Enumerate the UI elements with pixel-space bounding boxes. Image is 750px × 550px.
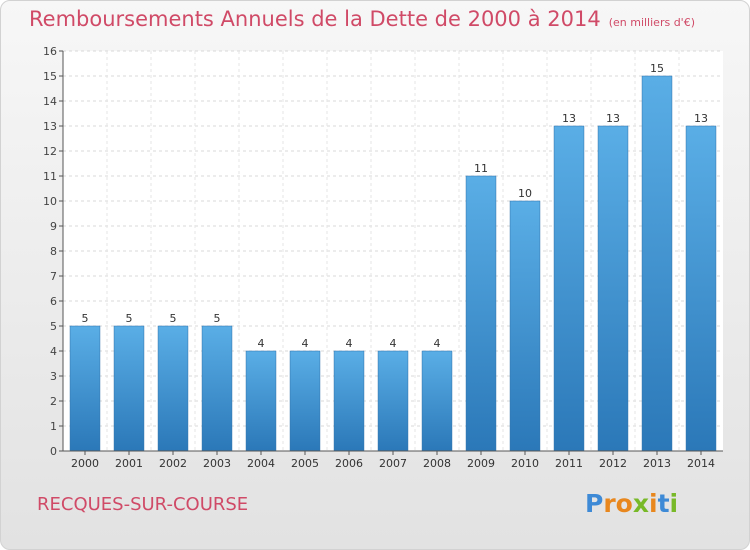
x-tick-label: 2006 (335, 457, 363, 470)
x-tick-label: 2004 (247, 457, 275, 470)
bar (597, 125, 629, 452)
logo-letter: r (603, 489, 616, 518)
bar-value-label: 15 (650, 62, 664, 75)
bar (421, 350, 453, 452)
bar-value-label: 4 (346, 337, 353, 350)
bar (69, 325, 101, 452)
bar-value-label: 11 (474, 162, 488, 175)
y-tick-label: 4 (50, 345, 57, 358)
x-tick-label: 2010 (511, 457, 539, 470)
logo-letter: i (669, 489, 679, 518)
y-tick-label: 12 (43, 145, 57, 158)
x-tick-label: 2000 (71, 457, 99, 470)
x-tick-label: 2001 (115, 457, 143, 470)
y-tick-label: 11 (43, 170, 57, 183)
x-tick-label: 2002 (159, 457, 187, 470)
bar (157, 325, 189, 452)
bar-value-label: 13 (694, 112, 708, 125)
x-tick-label: 2005 (291, 457, 319, 470)
x-tick-label: 2009 (467, 457, 495, 470)
commune-name: RECQUES-SUR-COURSE (37, 494, 249, 515)
y-tick-label: 10 (43, 195, 57, 208)
bar-value-label: 4 (258, 337, 265, 350)
y-tick-label: 0 (50, 445, 57, 458)
y-tick-label: 2 (50, 395, 57, 408)
bar-value-label: 4 (434, 337, 441, 350)
x-tick-label: 2011 (555, 457, 583, 470)
proxiti-logo: Proxiti (585, 489, 678, 518)
bar-value-label: 5 (170, 312, 177, 325)
bar (201, 325, 233, 452)
x-tick-label: 2003 (203, 457, 231, 470)
y-tick-label: 15 (43, 70, 57, 83)
bar (333, 350, 365, 452)
bar (289, 350, 321, 452)
chart-title: Remboursements Annuels de la Dette de 20… (29, 7, 695, 31)
chart-title-text: Remboursements Annuels de la Dette de 20… (29, 7, 601, 31)
y-tick-label: 9 (50, 220, 57, 233)
logo-letter: x (632, 489, 649, 518)
bar-value-label: 13 (606, 112, 620, 125)
bar (377, 350, 409, 452)
bar-value-label: 5 (214, 312, 221, 325)
y-tick-label: 14 (43, 95, 57, 108)
x-tick-label: 2007 (379, 457, 407, 470)
y-tick-label: 5 (50, 320, 57, 333)
y-tick-label: 13 (43, 120, 57, 133)
bar (553, 125, 585, 452)
bar (509, 200, 541, 452)
bar (245, 350, 277, 452)
x-tick-label: 2014 (687, 457, 715, 470)
bar (113, 325, 145, 452)
y-tick-label: 1 (50, 420, 57, 433)
bar (641, 75, 673, 452)
logo-letter: t (657, 489, 670, 518)
logo-letter: o (615, 489, 633, 518)
y-tick-label: 3 (50, 370, 57, 383)
bar-value-label: 13 (562, 112, 576, 125)
bar-value-label: 5 (82, 312, 89, 325)
y-tick-label: 8 (50, 245, 57, 258)
chart-unit: (en milliers d'€) (608, 16, 695, 29)
bar-value-label: 4 (390, 337, 397, 350)
x-tick-label: 2012 (599, 457, 627, 470)
logo-letter: P (585, 489, 604, 518)
bar-value-label: 10 (518, 187, 532, 200)
bar (465, 175, 497, 452)
x-tick-label: 2008 (423, 457, 451, 470)
bar-value-label: 4 (302, 337, 309, 350)
y-tick-label: 6 (50, 295, 57, 308)
logo-letter: i (649, 489, 658, 518)
bar (685, 125, 717, 452)
y-tick-label: 16 (43, 45, 57, 58)
bar-value-label: 5 (126, 312, 133, 325)
x-tick-label: 2013 (643, 457, 671, 470)
y-tick-label: 7 (50, 270, 57, 283)
